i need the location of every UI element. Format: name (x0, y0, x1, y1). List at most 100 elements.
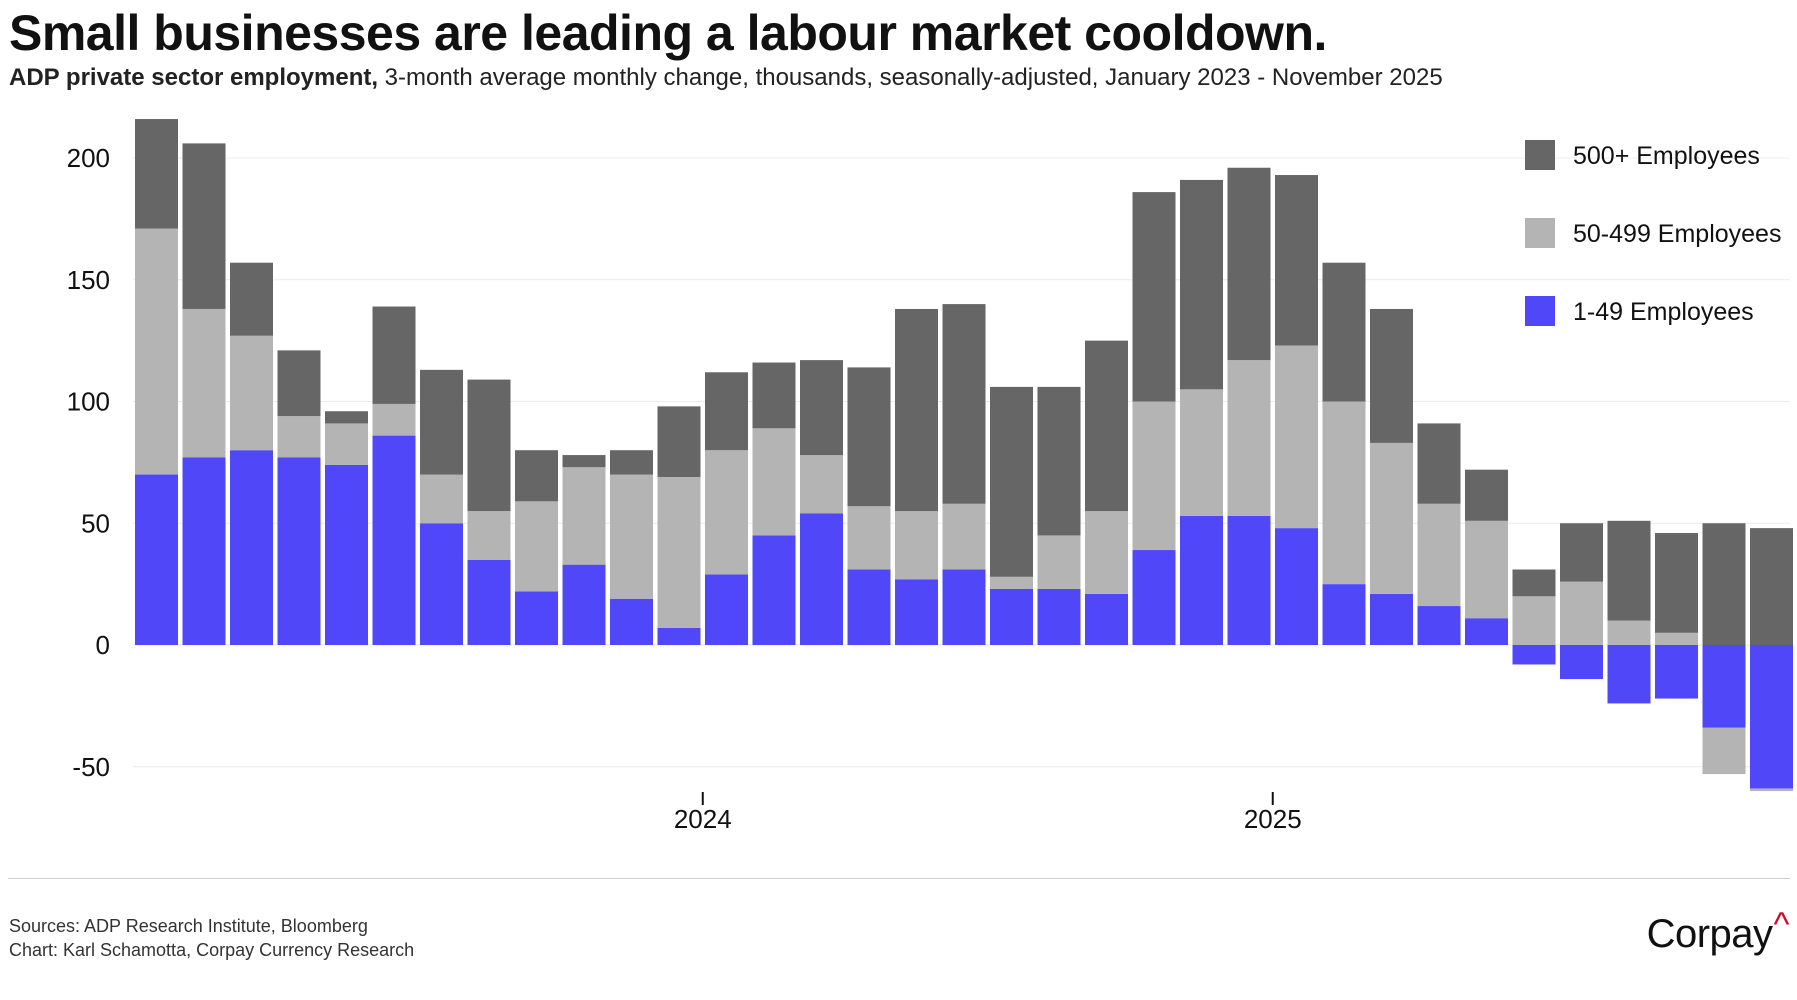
legend-swatch (1525, 218, 1555, 248)
bar-segment (1180, 179, 1223, 390)
bar-segment (1607, 645, 1651, 704)
bar-segment (467, 559, 511, 645)
bar-segment (1607, 520, 1651, 621)
bar-segment (1750, 788, 1793, 792)
y-tick-label: 0 (96, 630, 110, 660)
x-axis: 2024 2025 (674, 792, 1302, 834)
bar-segment (1702, 645, 1746, 728)
bar-segment (1560, 645, 1603, 680)
bar-segment (942, 569, 986, 645)
bar-segment (1275, 528, 1318, 645)
bar-segment (372, 435, 416, 645)
bar-segment (800, 513, 843, 645)
bar-segment (1227, 360, 1271, 516)
bar-segment (1132, 401, 1176, 551)
bar-segment (1037, 386, 1081, 536)
bar-segment (1322, 401, 1366, 585)
bar-segment (1655, 532, 1698, 633)
bar-segment (1607, 620, 1651, 645)
bar-segment (325, 423, 368, 465)
bar-segment (1655, 645, 1698, 699)
bar-segment (420, 523, 463, 645)
bar-segment (1227, 515, 1271, 645)
y-axis: 200 150 100 50 0 -50 (67, 143, 110, 782)
legend: 500+ Employees 50-499 Employees 1-49 Emplo… (1525, 140, 1781, 326)
bar-segment (752, 428, 796, 536)
bar-segment (1132, 192, 1176, 402)
bar-segment (420, 369, 463, 475)
bar-segment (847, 367, 891, 507)
bar-segment (705, 574, 748, 645)
bar-segment (1037, 535, 1081, 589)
bar-segment (990, 576, 1033, 589)
bar-segment (610, 598, 653, 645)
bar-segment (562, 564, 606, 645)
bar-segment (1560, 523, 1603, 582)
bar-segment (1417, 423, 1461, 504)
x-tick-label: 2025 (1244, 804, 1302, 834)
legend-label: 500+ Employees (1573, 142, 1760, 170)
sources-note: Sources: ADP Research Institute, Bloombe… (9, 916, 368, 936)
credit-note: Chart: Karl Schamotta, Corpay Currency R… (9, 940, 415, 960)
bar-segment (1370, 442, 1413, 594)
legend-swatch (1525, 140, 1555, 170)
bar-segment (182, 308, 226, 458)
footer-divider (8, 878, 1790, 879)
legend-label: 50-499 Employees (1573, 220, 1781, 248)
bar-segment (705, 372, 748, 451)
bar-segment (1180, 515, 1223, 645)
y-tick-label: 100 (67, 387, 110, 417)
bar-segment (847, 569, 891, 645)
chart-subtitle: ADP private sector employment, 3-month a… (9, 64, 1443, 92)
bar-segment (657, 406, 701, 477)
bar-segment (135, 119, 178, 229)
bar-segment (420, 474, 463, 524)
bar-segment (230, 262, 273, 336)
bar-segment (942, 503, 986, 570)
bar-segment (1227, 167, 1271, 361)
chart-title: Small businesses are leading a labour ma… (9, 5, 1327, 61)
bar-segment (1702, 523, 1746, 645)
bar-segment (230, 450, 273, 645)
bar-segment (657, 476, 701, 628)
bar-segment (1085, 593, 1128, 645)
bar-segment (135, 474, 178, 645)
bar-segment (182, 143, 226, 309)
bar-segment (752, 362, 796, 429)
bar-segment (135, 228, 178, 475)
legend-swatch (1525, 296, 1555, 326)
bar-segment (1417, 503, 1461, 607)
y-tick-label: -50 (72, 752, 110, 782)
bar-segment (562, 455, 606, 468)
y-tick-label: 50 (81, 508, 110, 538)
bar-segment (325, 464, 368, 645)
y-tick-label: 150 (67, 265, 110, 295)
x-tick-label: 2024 (674, 804, 732, 834)
bar-segment (515, 450, 558, 502)
subtitle-rest: 3-month average monthly change, thousand… (378, 64, 1443, 91)
bar-segment (1085, 511, 1128, 594)
bar-segment (467, 379, 511, 512)
bar-segment (1037, 588, 1081, 645)
logo-text: Corpay (1646, 912, 1773, 956)
bar-segment (610, 450, 653, 475)
bar-segment (277, 350, 321, 417)
bar-segment (515, 501, 558, 592)
bar-segment (990, 386, 1033, 577)
bar-segment (1512, 569, 1556, 597)
bar-segment (895, 308, 938, 512)
bar-segment (990, 588, 1033, 645)
bar-segment (1655, 632, 1698, 645)
bar-segment (230, 335, 273, 451)
y-tick-label: 200 (67, 143, 110, 173)
bar-segment (800, 360, 843, 456)
bar-segment (1132, 550, 1176, 645)
bar-segment (372, 306, 416, 404)
bar-segment (657, 627, 701, 645)
bar-segment (325, 411, 368, 424)
bar-segment (467, 511, 511, 560)
bar-segment (1085, 340, 1128, 512)
bars (135, 119, 1793, 792)
bar-segment (1512, 645, 1556, 665)
bar-segment (1560, 581, 1603, 645)
